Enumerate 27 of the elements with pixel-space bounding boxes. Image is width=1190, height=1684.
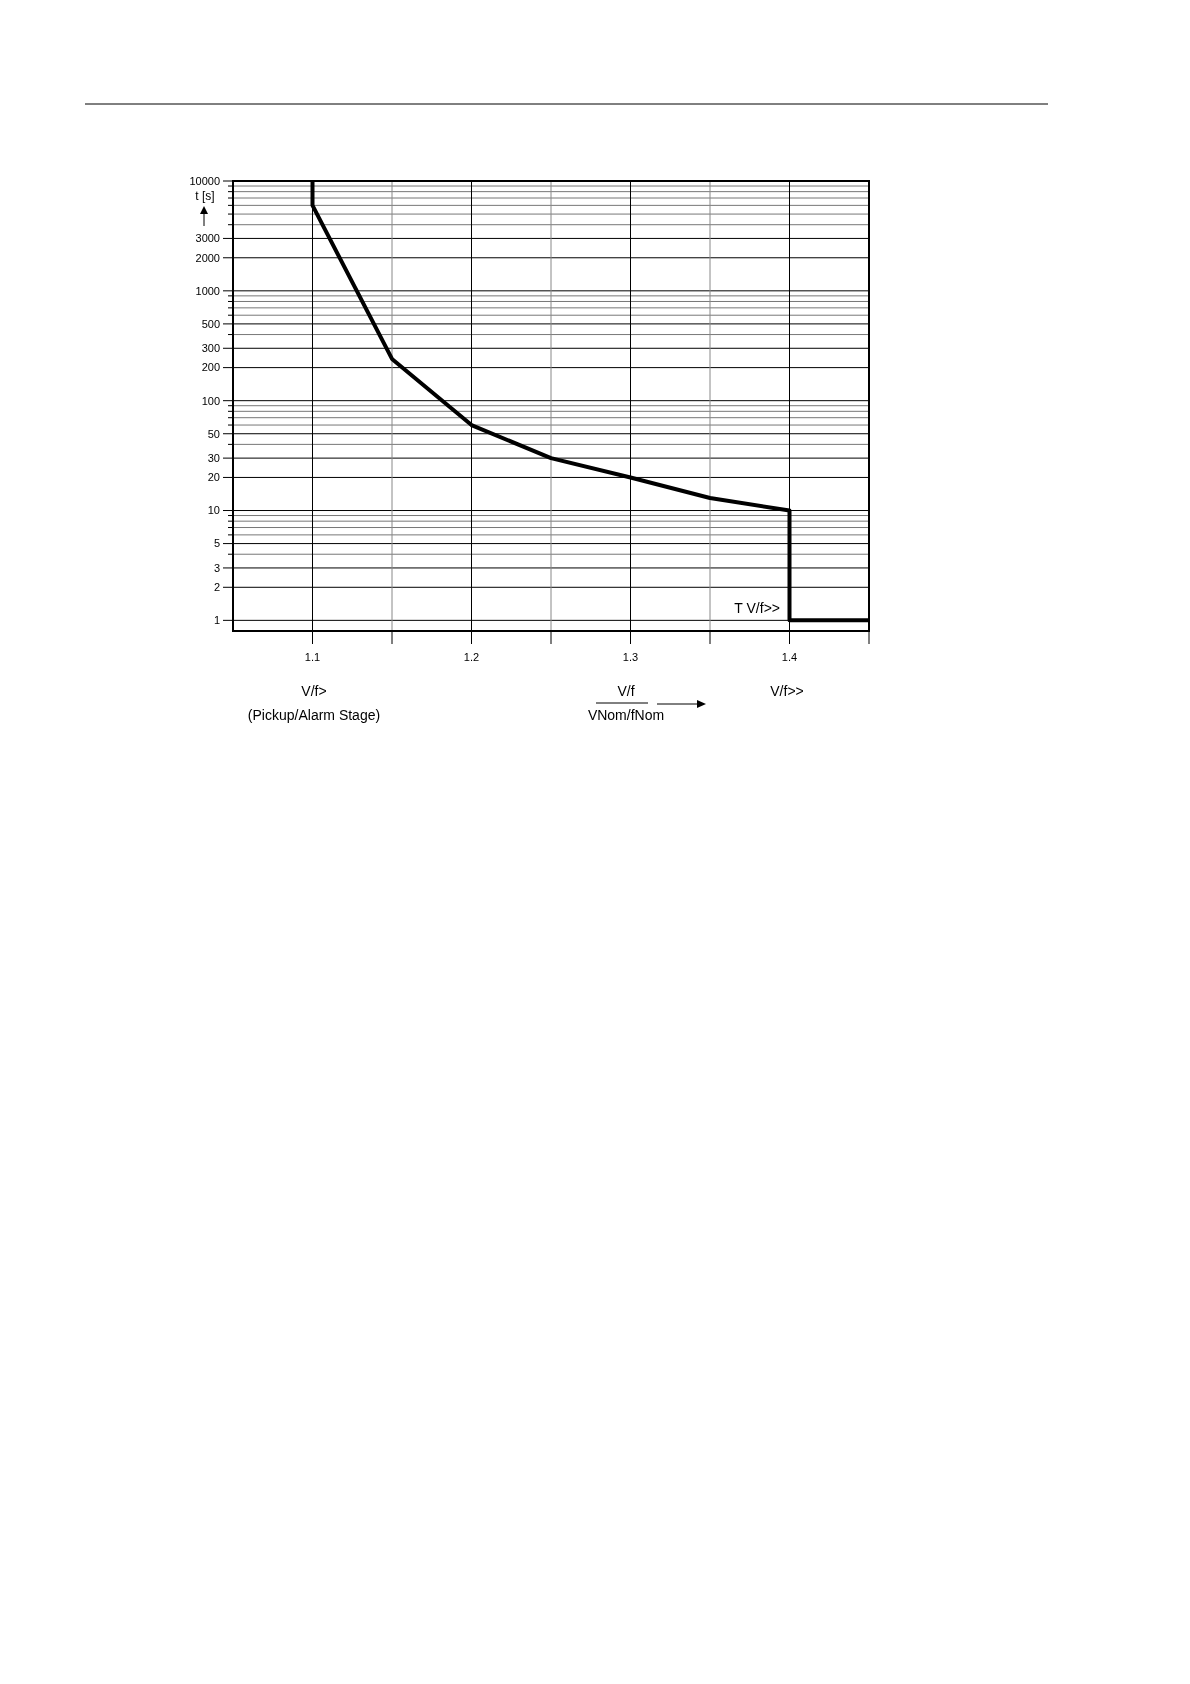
y-tick-label: 200: [201, 361, 220, 374]
x-tick-label: 1.2: [463, 651, 480, 663]
y-tick-label: 50: [207, 427, 220, 440]
y-tick-label: 10000: [189, 174, 220, 187]
y-tick-label: 3: [213, 561, 220, 574]
y-tick-label: 1: [213, 614, 220, 627]
y-tick-label: 2: [213, 581, 220, 594]
y-tick-label: 1000: [195, 284, 220, 297]
y-tick-label: 100: [201, 394, 220, 407]
y-tick-label: 5: [213, 537, 220, 550]
y-tick-label: 20: [207, 471, 220, 484]
annotation: T V/f>>: [734, 600, 780, 616]
text: (Pickup/Alarm Stage): [247, 707, 381, 723]
y-tick-label: 10: [207, 504, 220, 517]
y-tick-label: 2000: [195, 251, 220, 264]
x-tick-label: 1.3: [622, 651, 639, 663]
text: VNom/fNom: [587, 707, 665, 723]
text: V/f>: [301, 683, 327, 699]
y-tick-label: 30: [207, 451, 220, 464]
text: V/f>>: [770, 683, 804, 699]
y-tick-label: 500: [201, 317, 220, 330]
x-axis-title: V/f: [617, 683, 635, 699]
y-axis-title: t [s]: [195, 189, 215, 203]
x-tick-label: 1.1: [304, 651, 321, 663]
y-tick-label: 300: [201, 342, 220, 355]
y-tick-label: 3000: [195, 232, 220, 245]
x-tick-label: 1.4: [781, 651, 798, 663]
